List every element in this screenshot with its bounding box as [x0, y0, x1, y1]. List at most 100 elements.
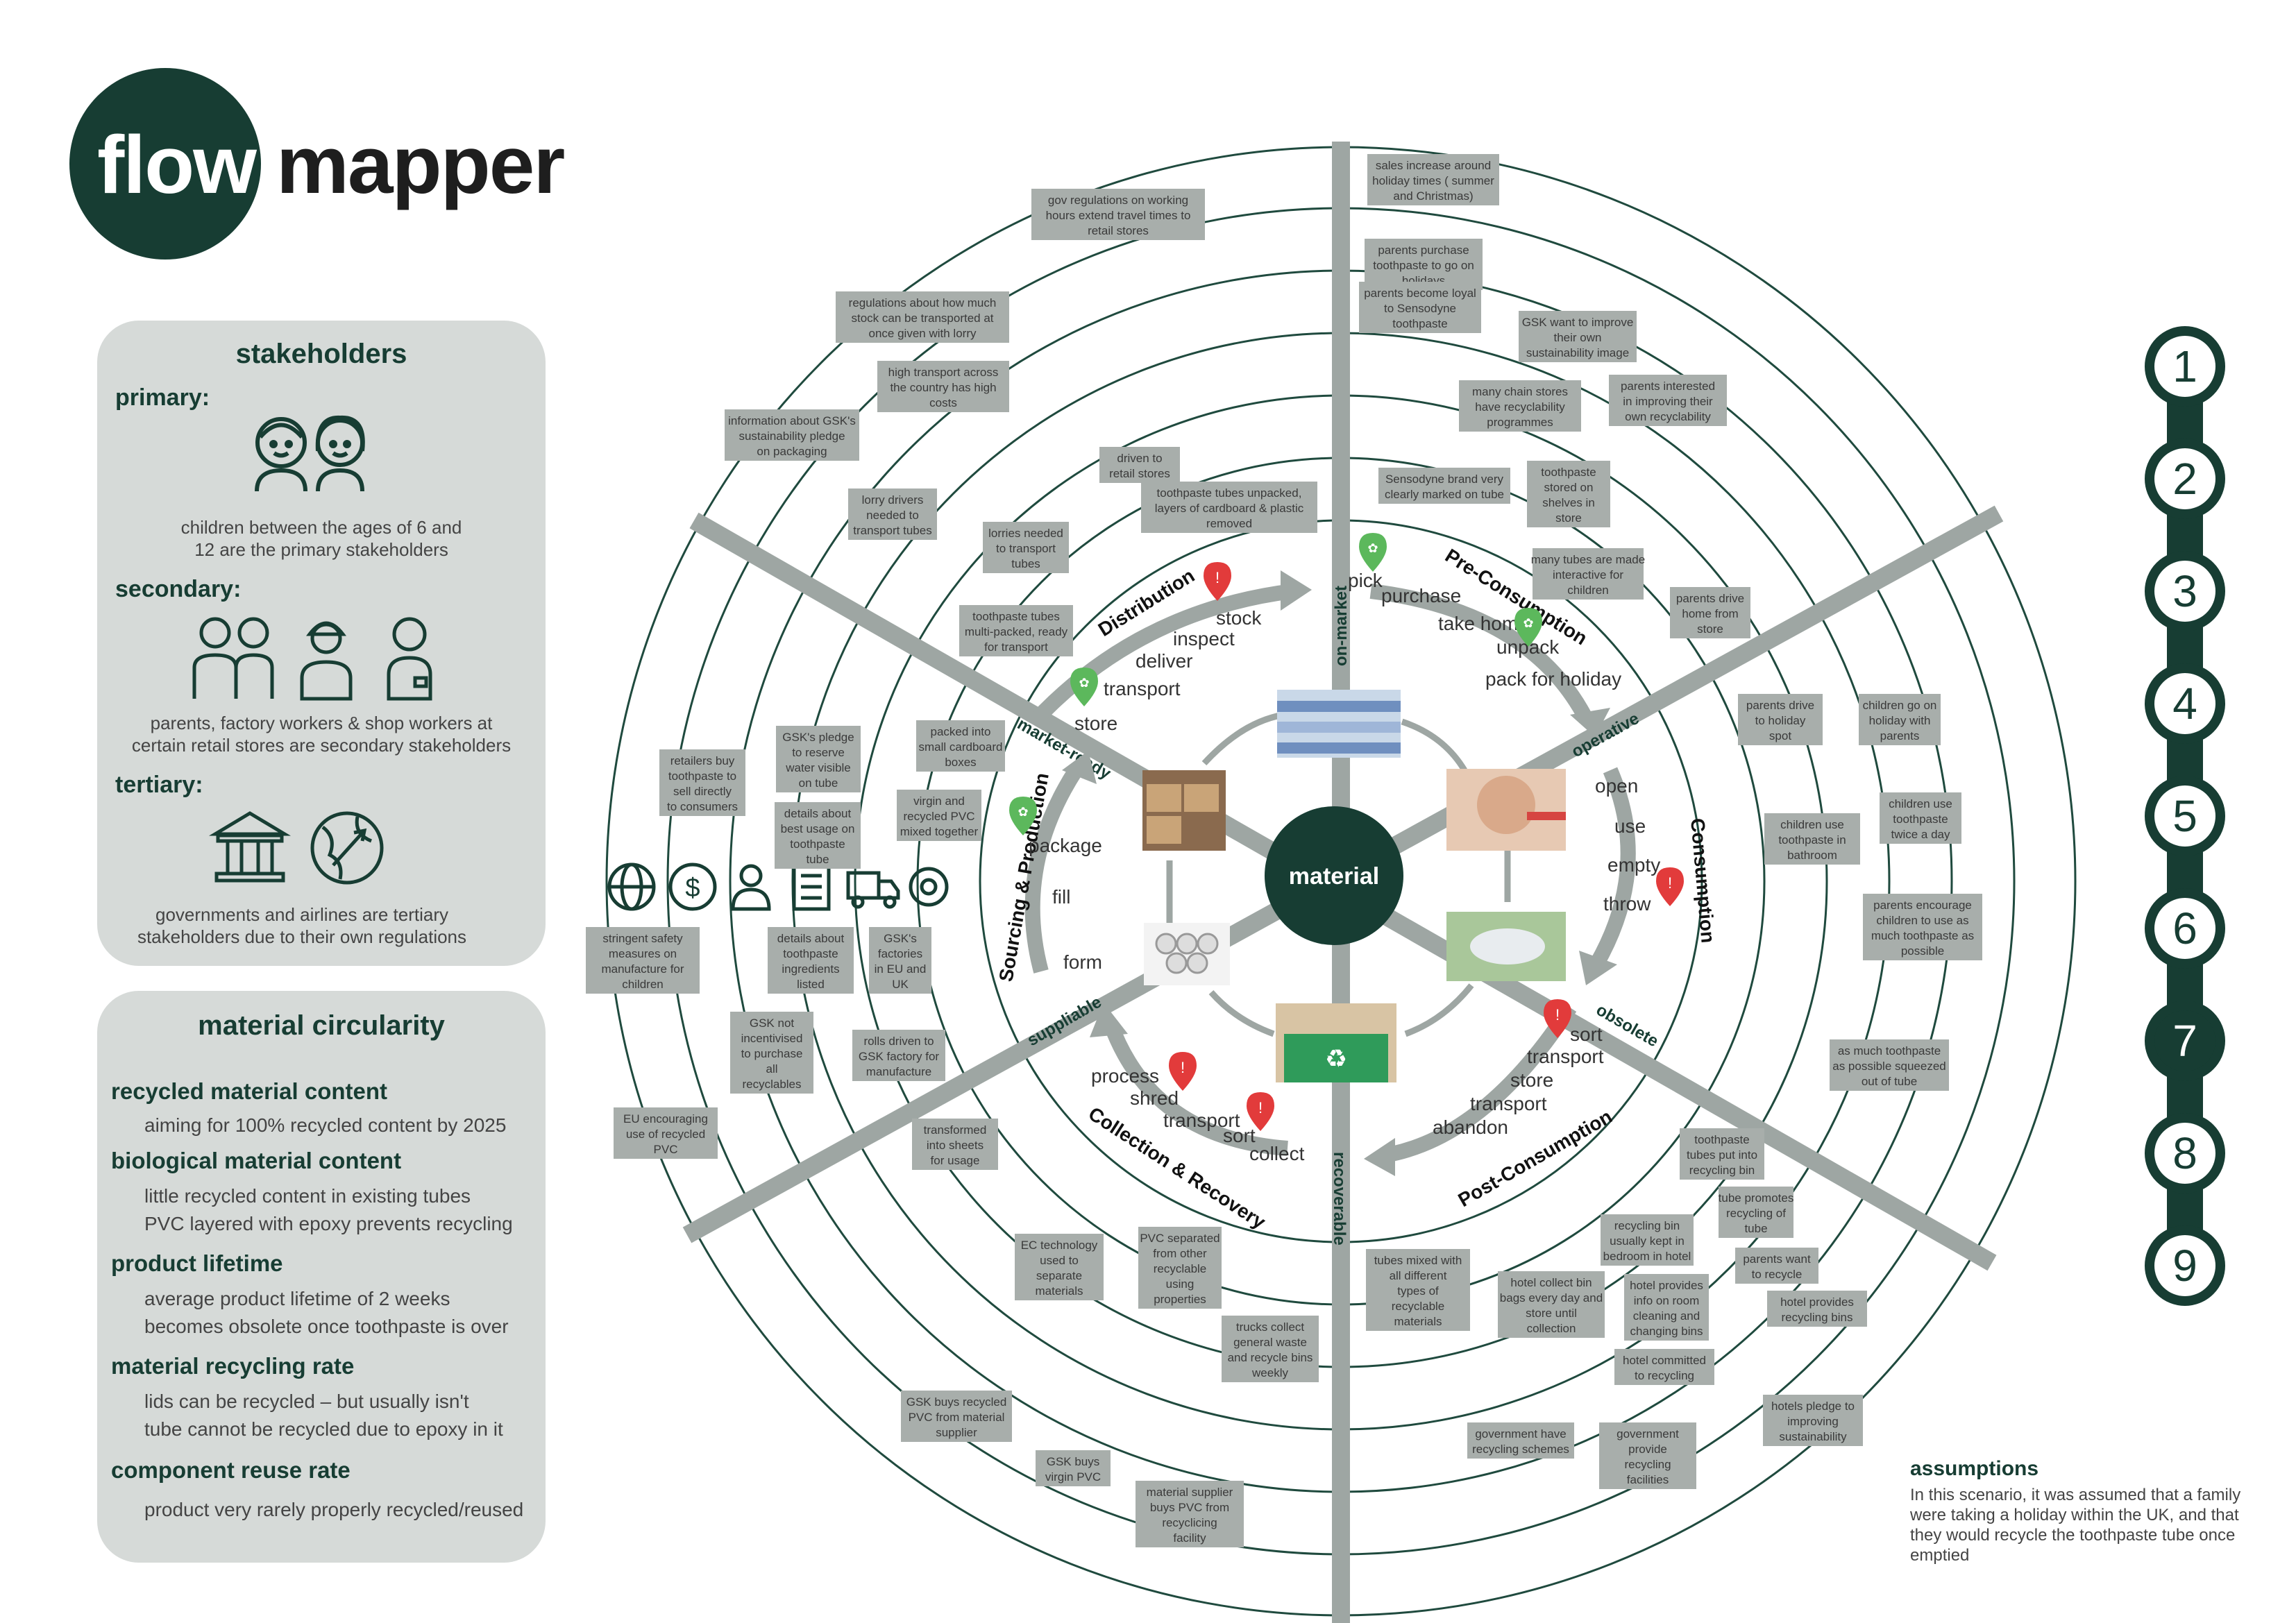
sticky-note-bg — [725, 409, 859, 461]
sticky-note: hotel collect bin bags every day and store… — [1498, 1271, 1605, 1338]
phase-arrow — [1589, 767, 1636, 969]
sticky-note: details about best usage on toothpaste tube — [775, 802, 861, 869]
svg-text:!: ! — [1555, 1006, 1560, 1023]
sticky-note-text: transformed into sheets for usage — [924, 1123, 987, 1167]
circularity-text: becomes obsolete once toothpaste is over — [144, 1316, 509, 1337]
warning-pin-icon: ! — [1656, 867, 1684, 906]
warning-pin-icon: ! — [1544, 999, 1571, 1038]
sticky-note-bg — [775, 802, 861, 869]
sticky-note-text: parents drive to holiday spot — [1746, 699, 1814, 742]
sticky-note-bg — [1863, 894, 1982, 960]
step-9[interactable]: 9 — [2145, 1225, 2225, 1306]
photo-recycling-box: ♻ — [1276, 1003, 1396, 1082]
sticky-note: hotels pledge to improving sustainability — [1763, 1395, 1863, 1446]
sticky-note: hotel provides recycling bins — [1767, 1291, 1867, 1327]
photo-plastic-rolls — [1144, 923, 1230, 985]
sticky-note-bg — [776, 726, 861, 792]
sticky-note-bg — [1138, 1227, 1222, 1309]
sticky-note-bg — [1767, 1291, 1867, 1327]
verb-pick: pick — [1348, 570, 1383, 591]
verb-fill: fill — [1052, 886, 1070, 908]
warning-pin-icon: ! — [1204, 562, 1231, 601]
sticky-note: parents interested in improving their own … — [1609, 375, 1727, 426]
sticky-note-text: tubes mixed with all different types of rec… — [1374, 1254, 1462, 1328]
dollar-icon: $ — [668, 863, 717, 911]
step-2[interactable]: 2 — [2145, 439, 2225, 519]
sticky-note-text: toothpaste stored on shelves in store — [1541, 466, 1596, 525]
sticky-note: virgin and recycled PVC mixed together — [897, 790, 981, 841]
inner-arrow — [1208, 990, 1275, 1037]
sticky-note-bg — [1764, 813, 1860, 865]
sticky-note-bg — [1367, 154, 1499, 205]
sticky-note: gov regulations on working hours extend t… — [1031, 189, 1205, 240]
axis-label-recoverable: recoverable — [1330, 1152, 1349, 1246]
globe-plane-icon — [310, 811, 384, 885]
sticky-note: lorry drivers needed to transport tubes — [848, 488, 937, 540]
sticky-note: GSK's pledge to reserve water visible on tu… — [776, 726, 861, 792]
svg-text:✿: ✿ — [1367, 541, 1378, 555]
step-5[interactable]: 5 — [2145, 776, 2225, 856]
sticky-note: tubes mixed with all different types of rec… — [1366, 1249, 1470, 1331]
sticky-note: government have recycling schemes — [1467, 1422, 1574, 1459]
sticky-note-text: hotel provides recycling bins — [1780, 1295, 1854, 1324]
step-3[interactable]: 3 — [2145, 551, 2225, 631]
sticky-note-text: toothpaste tubes put into recycling bin — [1687, 1133, 1757, 1177]
sticky-note-text: parents drive home from store — [1676, 592, 1744, 636]
center-material-circle — [1265, 806, 1403, 945]
sticky-note-bg — [1099, 447, 1180, 483]
svg-text:!: ! — [1215, 569, 1219, 586]
sticky-note-bg — [1609, 375, 1727, 426]
sticky-note: hotel provides info on room cleaning and ch… — [1624, 1274, 1709, 1341]
phase-arrowhead — [1281, 570, 1312, 611]
stakeholders-title: stakeholders — [235, 339, 407, 369]
warning-pin-icon: ! — [1169, 1052, 1197, 1091]
eco-pin-icon: ✿ — [1359, 533, 1387, 572]
sticky-note-text: recycling bin usually kept in bedroom in h… — [1603, 1219, 1691, 1263]
sticky-note: material supplier buys PVC from recyclicin… — [1136, 1481, 1244, 1547]
sticky-note-bg — [1136, 1481, 1244, 1547]
sticky-note-text: hotel collect bin bags every day and store… — [1500, 1276, 1603, 1335]
circularity-heading: component reuse rate — [111, 1457, 351, 1483]
step-4[interactable]: 4 — [2145, 663, 2225, 744]
verb-empty: empty — [1607, 854, 1660, 876]
sticky-note-bg — [897, 790, 981, 841]
sticky-note-text: GSK buys virgin PVC — [1045, 1455, 1101, 1484]
sticky-note-text: government have recycling schemes — [1472, 1427, 1569, 1456]
sticky-note-text: hotel provides info on room cleaning and ch… — [1630, 1279, 1703, 1338]
assumptions-title: assumptions — [1910, 1457, 2039, 1480]
sticky-note: many chain stores have recyclability progr… — [1459, 380, 1581, 432]
sticky-note: toothpaste tubes unpacked, layers of card… — [1141, 482, 1317, 533]
step-7-active[interactable]: 7 — [2145, 1001, 2225, 1081]
sticky-note-text: material supplier buys PVC from recyclicin… — [1147, 1486, 1233, 1545]
sticky-note-bg — [901, 1391, 1012, 1442]
circularity-text: tube cannot be recycled due to epoxy in … — [144, 1418, 503, 1440]
step-1[interactable]: 1 — [2145, 326, 2225, 407]
sticky-note-text: GSK not incentivised to purchase all recycla… — [741, 1017, 803, 1091]
sticky-note-bg — [836, 291, 1009, 343]
eco-pin-icon: ✿ — [1070, 668, 1098, 706]
sticky-note: as much toothpaste as possible squeezed ou… — [1830, 1039, 1949, 1091]
sticky-note-bg — [869, 927, 931, 994]
verb-collect: collect — [1249, 1143, 1305, 1164]
document-icon — [792, 861, 831, 911]
secondary-text-1: parents, factory workers & shop workers … — [150, 713, 493, 733]
step-8[interactable]: 8 — [2145, 1113, 2225, 1193]
circularity-title: material circularity — [198, 1010, 445, 1041]
sticky-note-text: many chain stores have recyclability progr… — [1472, 385, 1568, 429]
sticky-note-text: hotels pledge to improving sustainability — [1771, 1400, 1855, 1443]
sticky-note-bg — [768, 927, 854, 994]
step-6[interactable]: 6 — [2145, 888, 2225, 969]
sticky-note-bg — [1599, 1422, 1696, 1489]
notes-layer: sales increase around holiday times ( sum… — [586, 154, 1982, 1547]
verb-store: store — [1510, 1069, 1553, 1091]
sticky-note: stringent safety measures on manufacture f… — [586, 927, 700, 994]
sticky-note-text: lorries needed to transport tubes — [988, 527, 1063, 570]
svg-text:♻: ♻ — [1325, 1044, 1347, 1073]
svg-text:$: $ — [685, 874, 700, 903]
sticky-note-text: GSK's factories in EU and UK — [875, 932, 927, 991]
verb-form: form — [1063, 951, 1102, 973]
sticky-note-bg — [1859, 694, 1941, 745]
sticky-note: details about toothpaste ingredients listed — [768, 927, 854, 994]
gear-icon — [909, 867, 949, 907]
sticky-note-text: parents encourage children to use as much … — [1871, 899, 1974, 958]
